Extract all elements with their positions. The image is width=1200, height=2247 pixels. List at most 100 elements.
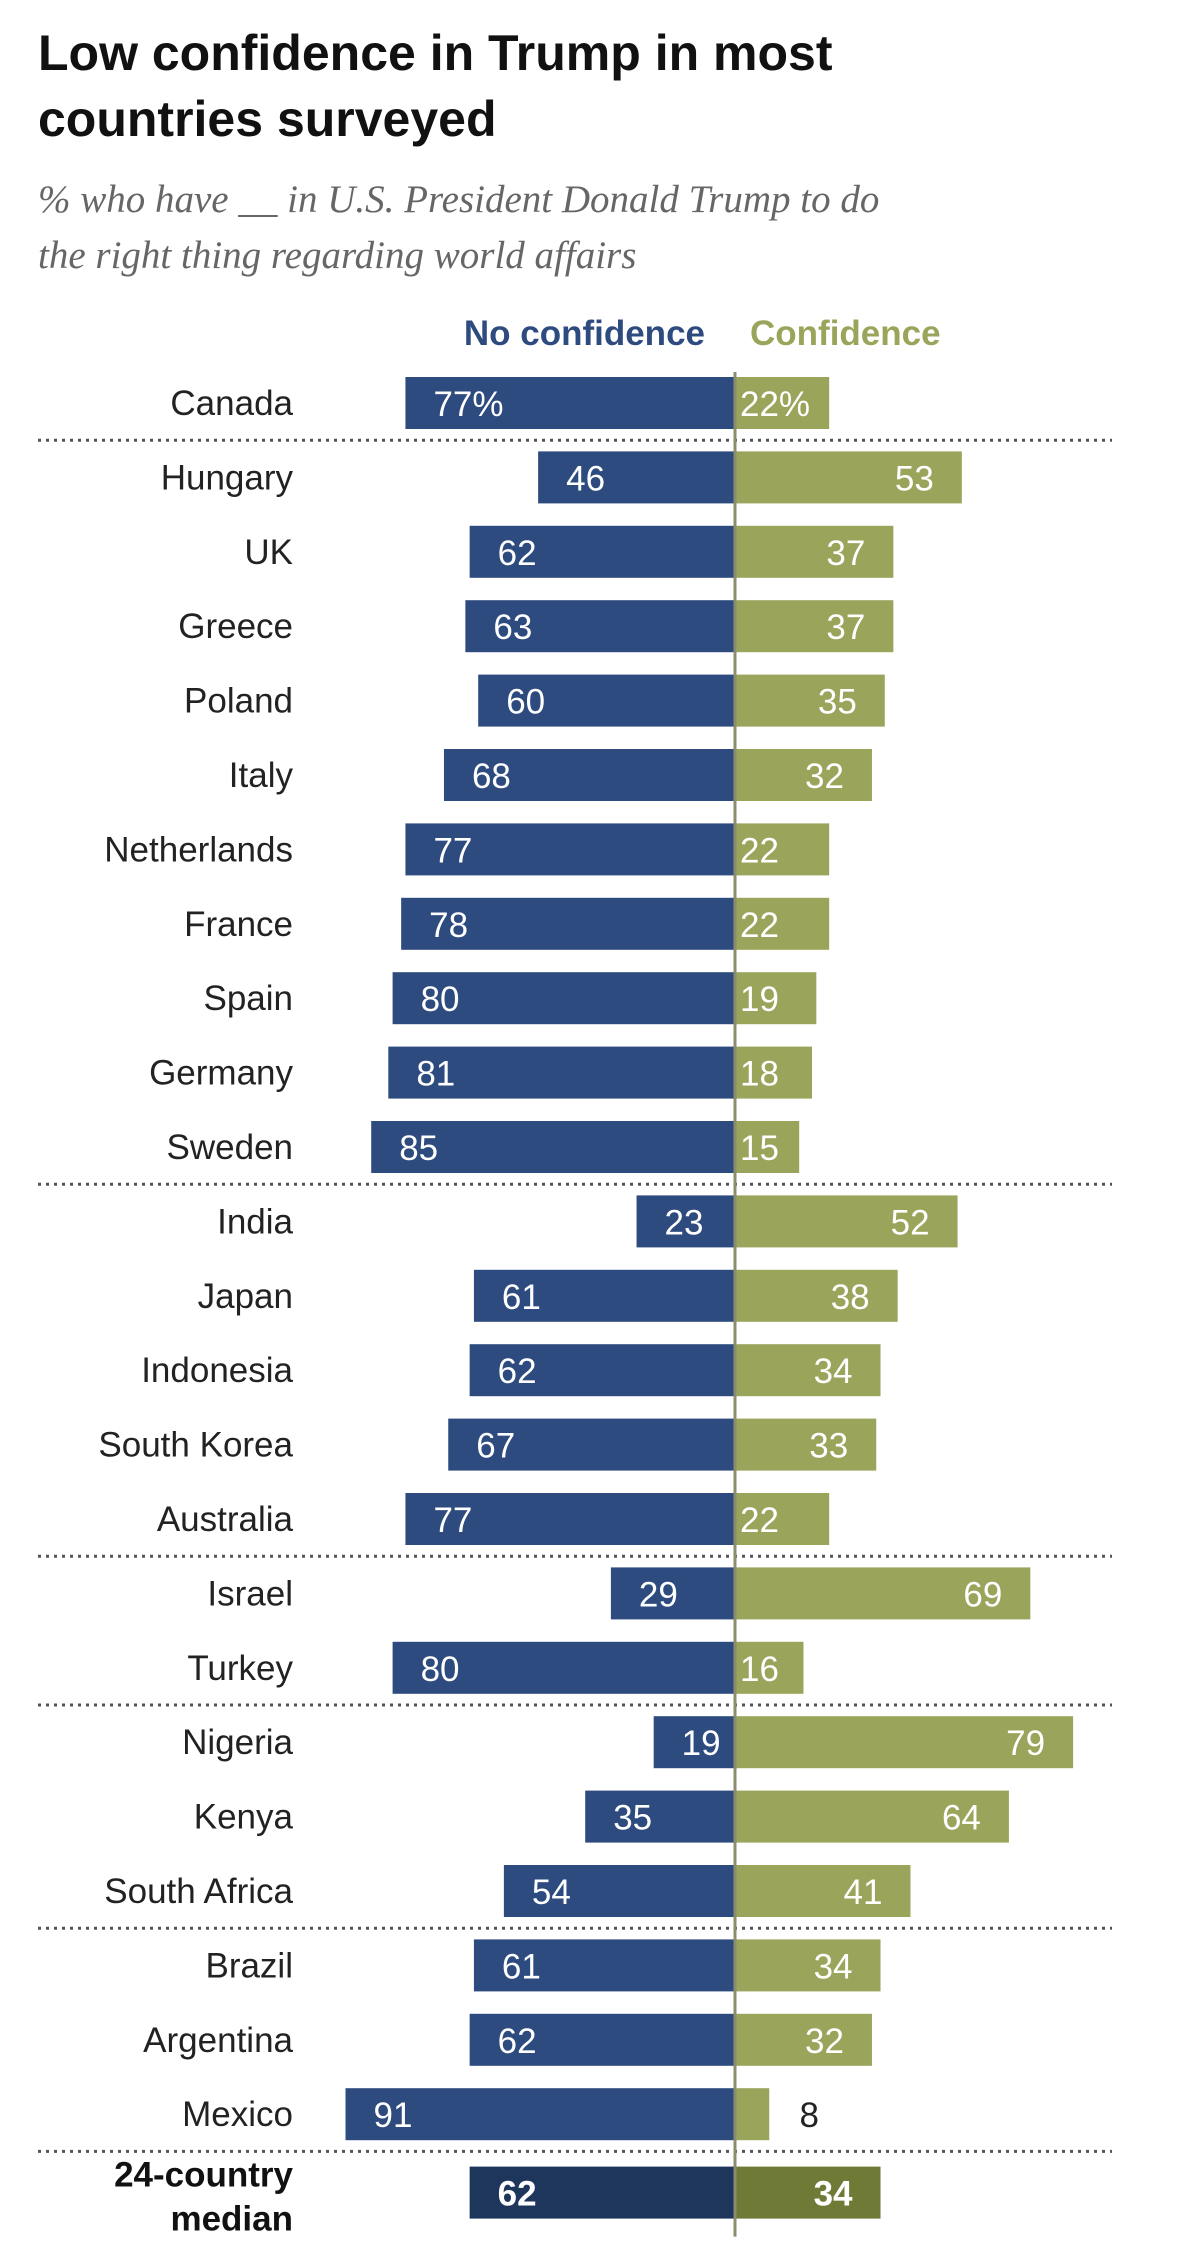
- confidence-bar: [735, 1344, 881, 1397]
- confidence-value-label: 38: [831, 1278, 870, 1317]
- no-confidence-value-label: 68: [472, 757, 511, 796]
- country-label: South Africa: [104, 1872, 293, 1911]
- country-label: UK: [244, 533, 293, 572]
- no-confidence-value-label: 23: [665, 1203, 704, 1242]
- median-label-line: median: [170, 2200, 293, 2239]
- country-label: Mexico: [182, 2095, 293, 2134]
- bar-row-argentina: Argentina 62 32: [143, 2013, 872, 2066]
- no-confidence-value-label: 77: [433, 831, 472, 870]
- confidence-value-label: 22: [740, 906, 779, 945]
- no-confidence-value-label: 29: [639, 1575, 678, 1614]
- legend: No confidence Confidence: [464, 314, 941, 353]
- no-confidence-value-label: 91: [374, 2096, 413, 2135]
- country-label: Poland: [184, 682, 293, 721]
- no-confidence-value-label: 85: [399, 1129, 438, 1168]
- confidence-value-label: 22: [740, 831, 779, 870]
- confidence-value-label: 37: [826, 534, 865, 573]
- country-label: Italy: [229, 756, 294, 795]
- bar-row-spain: Spain 80 19: [203, 972, 817, 1025]
- country-label: Argentina: [143, 2021, 293, 2060]
- no-confidence-bar: [405, 377, 735, 429]
- confidence-bar: [735, 451, 962, 504]
- country-label: South Korea: [98, 1426, 293, 1465]
- no-confidence-bar: [405, 823, 735, 876]
- confidence-bar: [735, 897, 830, 950]
- bars: Canada 77% 22% Hungary 46 53 UK 62 37 Greece 63 37 P…: [98, 377, 1074, 2141]
- legend-no-confidence: No confidence: [464, 314, 705, 353]
- no-confidence-value-label: 62: [498, 2022, 537, 2061]
- no-confidence-value-label: 46: [566, 459, 605, 498]
- group-dividers: [38, 438, 1112, 2153]
- bar-row-nigeria: Nigeria 19 79: [182, 1716, 1074, 1769]
- no-confidence-bar: [392, 1641, 735, 1694]
- confidence-bar: [735, 1865, 911, 1917]
- confidence-bar: [735, 525, 894, 578]
- no-confidence-bar: [392, 972, 735, 1025]
- confidence-value-label: 32: [805, 757, 844, 796]
- confidence-value-label: 8: [800, 2096, 819, 2135]
- median-no-confidence-value: 62: [498, 2175, 537, 2214]
- no-confidence-value-label: 61: [502, 1278, 541, 1317]
- confidence-value-label: 22: [740, 1501, 779, 1540]
- confidence-value-label: 64: [942, 1799, 981, 1838]
- no-confidence-bar: [401, 897, 735, 950]
- country-label: Indonesia: [141, 1351, 293, 1390]
- country-label: Spain: [203, 979, 293, 1018]
- confidence-value-label: 41: [844, 1873, 883, 1912]
- bar-row-sweden: Sweden 85 15: [167, 1121, 800, 1173]
- no-confidence-value-label: 81: [416, 1055, 455, 1094]
- legend-confidence: Confidence: [750, 314, 941, 353]
- no-confidence-bar: [538, 451, 735, 504]
- no-confidence-bar: [473, 1939, 735, 1992]
- confidence-value-label: 33: [809, 1427, 848, 1466]
- confidence-value-label: 32: [805, 2022, 844, 2061]
- country-label: Israel: [207, 1574, 293, 1613]
- confidence-bar: [735, 1567, 1031, 1620]
- country-label: France: [184, 905, 293, 944]
- no-confidence-value-label: 61: [502, 1947, 541, 1986]
- country-label: Germany: [149, 1054, 293, 1093]
- bar-row-kenya: Kenya 35 64: [194, 1790, 1009, 1843]
- confidence-value-label: 15: [740, 1129, 779, 1168]
- bar-row-india: India 23 52: [217, 1195, 958, 1248]
- confidence-bar: [735, 1716, 1074, 1769]
- bar-row-italy: Italy 68 32: [229, 749, 872, 801]
- no-confidence-value-label: 62: [498, 1352, 537, 1391]
- no-confidence-bar: [465, 600, 735, 653]
- confidence-bar: [735, 2013, 872, 2066]
- confidence-bar: [735, 1790, 1009, 1843]
- bar-row-poland: Poland 60 35: [184, 674, 885, 727]
- bar-row-uk: UK 62 37: [244, 525, 894, 578]
- no-confidence-value-label: 77%: [433, 385, 503, 424]
- no-confidence-bar: [469, 2013, 735, 2066]
- bar-row-brazil: Brazil 61 34: [205, 1939, 881, 1992]
- country-label: Australia: [157, 1500, 294, 1539]
- chart-subtitle: % who have __ in U.S. President Donald T…: [38, 172, 1158, 284]
- country-label: Sweden: [167, 1128, 293, 1167]
- confidence-value-label: 16: [740, 1650, 779, 1689]
- no-confidence-value-label: 54: [532, 1873, 571, 1912]
- confidence-bar: [735, 823, 830, 876]
- no-confidence-bar: [585, 1790, 735, 1843]
- no-confidence-bar: [443, 749, 735, 801]
- no-confidence-bar: [371, 1121, 735, 1173]
- confidence-value-label: 79: [1006, 1724, 1045, 1763]
- bar-row-turkey: Turkey 80 16: [187, 1641, 804, 1694]
- no-confidence-value-label: 63: [493, 608, 532, 647]
- median-label-line: 24-country: [114, 2156, 293, 2195]
- no-confidence-bar: [405, 1493, 735, 1545]
- median-row: 24-country median 62 34: [114, 2156, 881, 2239]
- confidence-bar: [735, 674, 885, 727]
- confidence-value-label: 34: [814, 1947, 853, 1986]
- no-confidence-value-label: 62: [498, 534, 537, 573]
- bar-row-hungary: Hungary 46 53: [161, 451, 962, 504]
- bar-row-netherlands: Netherlands 77 22: [104, 823, 830, 876]
- confidence-bar: [735, 377, 830, 429]
- bar-row-greece: Greece 63 37: [178, 600, 894, 653]
- no-confidence-value-label: 35: [613, 1799, 652, 1838]
- no-confidence-value-label: 80: [421, 980, 460, 1019]
- bar-row-france: France 78 22: [184, 897, 830, 950]
- country-label: Turkey: [187, 1649, 293, 1688]
- bar-row-south-korea: South Korea 67 33: [98, 1418, 877, 1471]
